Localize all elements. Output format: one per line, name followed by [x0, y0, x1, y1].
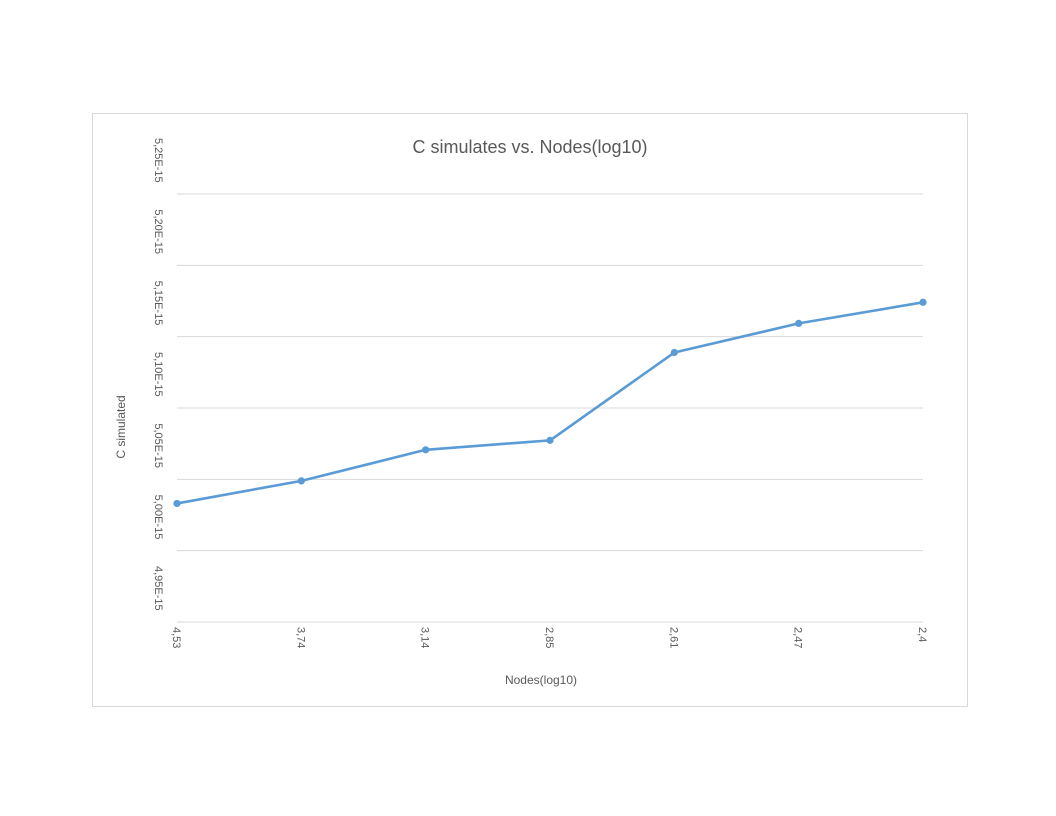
data-point: [670, 348, 678, 357]
x-tick-label: 3,14: [419, 627, 431, 648]
y-tick-label: 4,95E-15: [152, 566, 164, 611]
chart-title: C simulates vs. Nodes(log10): [412, 137, 647, 157]
chart-area: [92, 113, 968, 707]
y-tick-label: 5,25E-15: [152, 138, 164, 183]
data-point: [795, 319, 803, 327]
x-tick-label: 2,61: [667, 627, 679, 648]
y-axis-ticks: 4,95E-15 5,00E-15 5,05E-15 5,10E-15 5,15E-15…: [152, 138, 164, 611]
data-point: [546, 436, 554, 444]
y-tick-label: 5,20E-15: [152, 209, 164, 254]
data-point: [919, 298, 927, 306]
x-axis-title: Nodes(log10): [505, 673, 577, 687]
x-tick-label: 4,53: [170, 627, 182, 648]
x-tick-label: 2,4: [916, 627, 928, 642]
y-tick-label: 5,00E-15: [152, 495, 164, 540]
series-layer: [173, 298, 927, 508]
y-axis-title: C simulated: [114, 395, 128, 458]
x-axis-ticks: 4,53 3,74 3,14 2,85 2,61 2,47 2,4: [170, 627, 928, 648]
y-tick-label: 5,05E-15: [152, 423, 164, 468]
data-point: [297, 477, 305, 485]
x-tick-label: 3,74: [294, 627, 306, 648]
data-point: [173, 499, 181, 508]
series-line: [175, 300, 925, 505]
gridlines: [177, 193, 923, 623]
y-tick-label: 5,15E-15: [152, 281, 164, 326]
x-tick-label: 2,85: [543, 627, 555, 648]
y-tick-label: 5,10E-15: [152, 352, 164, 397]
data-point: [422, 446, 430, 454]
x-tick-label: 2,47: [792, 627, 804, 648]
